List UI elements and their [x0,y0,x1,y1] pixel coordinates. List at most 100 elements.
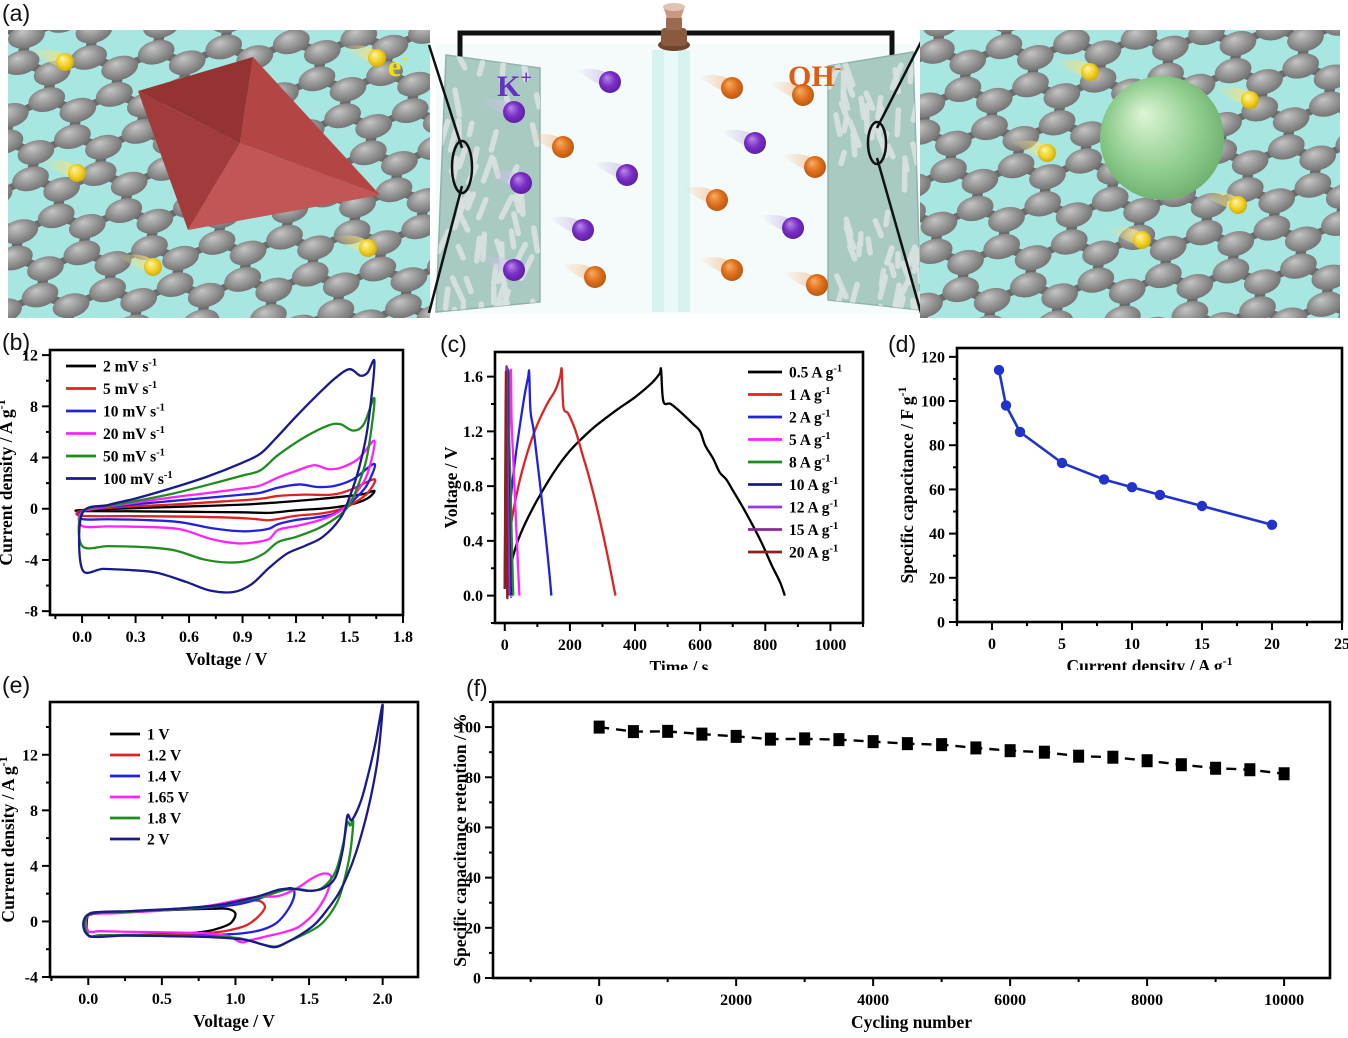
hydroxide-ion-icon [781,153,826,178]
data-point-marker [1244,763,1256,777]
x-axis-label: Current density / A g-1 [1066,654,1232,670]
y-tick-label: 0.0 [463,588,483,605]
legend-label: 5 mV s-1 [103,380,157,398]
axis-ticks [42,354,404,623]
hydroxide-ion-icon [561,263,606,288]
y-tick-label: -4 [25,552,38,569]
y-tick-label: 20 [929,570,945,587]
data-point-marker [1210,761,1222,775]
y-tick-label: 1.2 [463,424,483,441]
electron-label: e- [388,47,408,83]
data-point-marker [1266,519,1278,530]
y-tick-label: 60 [465,820,481,837]
x-tick-label: 2.0 [373,991,393,1008]
x-tick-label: 0 [595,992,603,1009]
x-tick-label: 10000 [1264,992,1304,1009]
legend-label: 10 mV s-1 [103,402,165,420]
legend-label: 2 V [147,832,170,849]
x-tick-label: 8000 [1131,992,1163,1009]
potassium-ion-icon [549,216,594,241]
y-axis-label: Voltage / V [441,446,461,528]
data-point-marker [867,735,879,749]
electron-icon [41,160,86,182]
axis-ticks [949,355,1343,630]
hydroxide-ion-icon [698,74,743,99]
data-point-marker [1014,426,1026,438]
x-tick-label: 1.0 [225,991,245,1008]
y-tick-label: 100 [921,394,945,411]
y-axis-label: Specific capacitance retention / % [450,713,470,966]
data-point-marker [1038,745,1050,759]
y-tick-label: -8 [25,604,38,621]
y-tick-label: 80 [465,770,481,787]
legend-label: 15 A g-1 [789,521,838,539]
y-tick-label: 0.4 [463,533,483,550]
x-tick-label: 0.6 [179,629,199,646]
legend-label: 50 mV s-1 [103,447,165,465]
panel-label-e: (e) [2,672,31,698]
hydroxide-ion-icon [698,256,743,281]
data-point-marker [662,724,674,738]
data-point-marker [1107,750,1119,764]
y-tick-label: 8 [30,399,38,416]
series-group [593,720,1290,781]
series-group [82,703,384,949]
panel-label-a: (a) [2,0,31,26]
graphene-potassium-image [920,30,1340,318]
data-point-marker [901,737,913,751]
data-point-marker [1098,474,1110,485]
potassium-green-sphere [1100,76,1224,200]
electron-icon [1214,87,1259,109]
x-tick-label: 20 [1264,636,1280,653]
y-tick-label: 40 [465,870,481,887]
y-tick-label: 0 [937,615,945,632]
y-axis-label: Specific capacitance / F g-1 [895,387,917,584]
potassium-ion-icon [593,161,638,186]
hydroxide-ion-icon [529,133,574,158]
hydroxide-ion-icon [683,186,728,211]
x-tick-label: 0.0 [78,991,98,1008]
axis-ticks [42,726,384,985]
rate-line [997,369,1273,527]
x-tick-label: 1.8 [393,629,413,646]
x-tick-label: 1000 [814,637,846,654]
legend-label: 1.2 V [147,748,182,765]
legend-label: 1.65 V [147,790,190,807]
potassium-ion-icon [480,98,525,123]
legend-label: 1.4 V [147,769,182,786]
potassium-ion-icon [759,214,804,239]
data-point-marker [730,729,742,743]
potassium-ion-icon [480,256,525,281]
rate-capability-chart: 0 5 10 15 20 25 0 20 40 60 80 100 120 Current density… [895,346,1348,670]
data-point-marker [993,364,1005,376]
x-tick-label: 2000 [720,992,752,1009]
cv-scan-rate-chart: 0.0 0.3 0.6 0.9 1.2 1.5 1.8 -8 -4 0 4 8 12 Voltage / … [0,348,413,669]
electron-icon [117,254,162,276]
data-point-marker [970,741,982,755]
x-tick-label: 0 [988,636,996,653]
electron-icon [29,49,74,71]
legend-label: 20 A g-1 [789,543,838,561]
y-axis-label: Current density / A g-1 [0,399,16,565]
x-tick-label: 0.0 [72,629,92,646]
electron-icon [332,235,377,257]
y-tick-label: 60 [929,482,945,499]
data-point-marker [764,732,776,746]
curve-5mVs1 [75,478,377,522]
y-tick-label: 0 [30,914,38,931]
curve-2mVs1 [74,489,376,515]
curve-100mVs1 [77,358,376,594]
panel-label-b: (b) [2,329,31,355]
data-point-marker [1141,754,1153,768]
curve-50mVs1 [77,396,376,564]
legend-label: 1.8 V [147,811,182,828]
plot-frame [48,700,420,979]
curve-05Ag1 [503,367,786,597]
y-tick-label: 40 [929,526,945,543]
x-tick-label: 200 [558,637,582,654]
y-tick-label: 120 [921,349,945,366]
x-tick-label: 6000 [994,992,1026,1009]
legend-label: 10 A g-1 [789,476,838,494]
data-point-marker [1154,489,1166,501]
